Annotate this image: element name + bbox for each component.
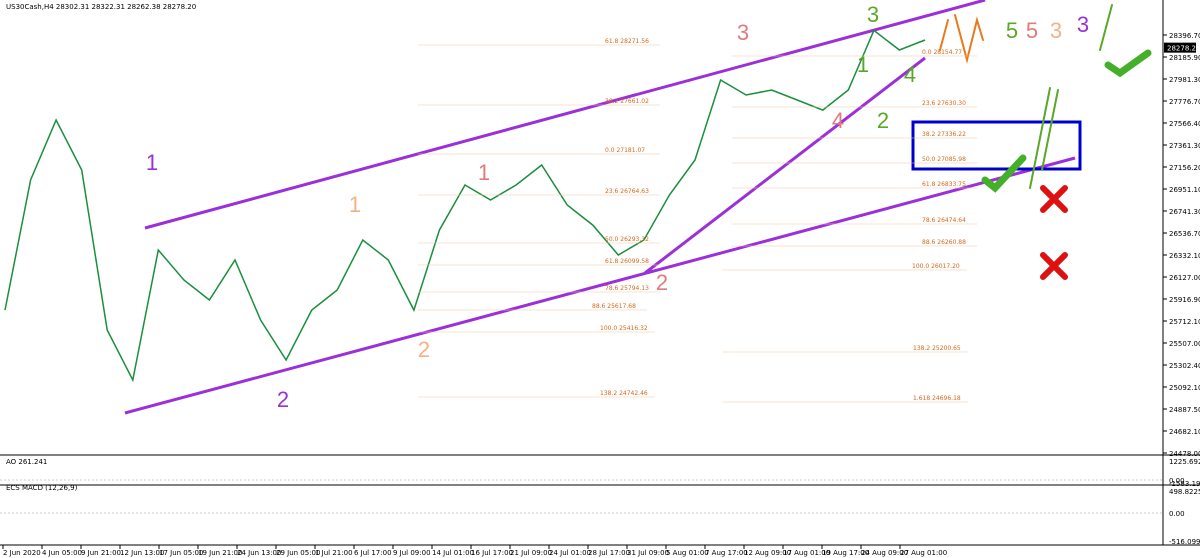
wave-label: 1 <box>478 160 490 185</box>
wave-label: 5 <box>1026 18 1038 43</box>
wave-label: 1 <box>857 52 869 77</box>
time-label: 21 Jul 09:00 <box>510 549 552 557</box>
fib-label: 0.0 28154.77 <box>922 49 962 56</box>
time-label: 16 Jul 17:00 <box>471 549 513 557</box>
indicator-label: 1225.692 <box>1169 458 1200 466</box>
time-label: 27 Aug 01:00 <box>900 549 947 557</box>
indicator-label: 0.00 <box>1169 477 1185 485</box>
time-label: 17 Aug 01:00 <box>783 549 830 557</box>
price-label: 24478.00 <box>1169 450 1200 458</box>
fib-label: 1.618 24696.18 <box>913 395 961 402</box>
current-price: 28278.20 <box>1167 45 1200 53</box>
wave-label: 5 <box>1006 18 1018 43</box>
time-label: 9 Jun 21:00 <box>81 549 121 557</box>
price-tag <box>1164 42 1196 53</box>
price-line <box>4 29 926 383</box>
price-label: 25712.10 <box>1169 318 1200 326</box>
time-label: 7 Aug 17:00 <box>705 549 748 557</box>
time-label: 19 Aug 17:00 <box>822 549 869 557</box>
price-label: 27981.30 <box>1169 76 1200 84</box>
time-label: 12 Aug 09:00 <box>744 549 791 557</box>
time-label: 2 Jun 2020 <box>3 549 41 557</box>
price-label: 25302.40 <box>1169 362 1200 370</box>
time-label: 31 Jul 09:00 <box>627 549 669 557</box>
price-label: 25507.00 <box>1169 340 1200 348</box>
fib-label: 78.6 25794.13 <box>605 285 649 292</box>
time-label: 29 Jun 05:00 <box>276 549 320 557</box>
fib-label: 23.6 27630.30 <box>922 100 966 107</box>
trendlines <box>124 0 1076 415</box>
fib-label: 38.2 27336.22 <box>922 131 966 138</box>
fib-label: 138.2 24742.46 <box>600 390 648 397</box>
price-label: 27156.20 <box>1169 164 1200 172</box>
wave-label: 3 <box>737 20 749 45</box>
wave-label: 2 <box>656 270 668 295</box>
time-label: 24 Jul 01:00 <box>549 549 591 557</box>
target-box <box>911 120 1082 171</box>
indicator-label: 498.8225 <box>1169 488 1200 496</box>
fib-label: 50.0 26293.32 <box>605 236 649 243</box>
price-label: 27566.40 <box>1169 120 1200 128</box>
fib-label: 0.0 27181.07 <box>605 147 645 154</box>
time-label: 4 Jun 05:00 <box>42 549 82 557</box>
wave-label: 1 <box>146 150 158 175</box>
fib-label: 61.8 26099.58 <box>605 258 649 265</box>
fib-label: 61.8 28271.56 <box>605 38 649 45</box>
fib-label: 50.0 27085.98 <box>922 156 966 163</box>
time-label: 12 Jun 13:00 <box>120 549 164 557</box>
price-label: 27776.70 <box>1169 98 1200 106</box>
price-label: 24682.10 <box>1169 428 1200 436</box>
time-label: 14 Jul 01:00 <box>432 549 474 557</box>
fib-label: 88.6 26260.88 <box>922 239 966 246</box>
price-label: 25092.10 <box>1169 384 1200 392</box>
price-label: 28396.70 <box>1169 32 1200 40</box>
annotations <box>939 4 1152 280</box>
macd-title: ECS MACD (12,26,9) <box>6 484 78 492</box>
fib-label: 138.2 25200.65 <box>913 345 961 352</box>
indicator-label: -1583.194 <box>1169 480 1200 488</box>
price-label: 26951.10 <box>1169 186 1200 194</box>
time-label: 5 Aug 01:00 <box>666 549 709 557</box>
wave-label: 2 <box>277 387 289 412</box>
price-label: 24887.50 <box>1169 406 1200 414</box>
fib-label: 61.8 26833.75 <box>922 181 966 188</box>
fib-label: 88.6 25617.68 <box>592 303 636 310</box>
price-label: 26536.70 <box>1169 230 1200 238</box>
fib-label: 78.6 26474.64 <box>922 217 966 224</box>
fib-label: 38.2 27661.02 <box>605 98 649 105</box>
wave-label: 4 <box>832 108 844 133</box>
fib-label: 23.6 26764.63 <box>605 188 649 195</box>
header: US30Cash,H4 28302.31 28322.31 28262.38 2… <box>6 3 196 11</box>
time-label: 17 Jun 05:00 <box>159 549 203 557</box>
wave-label: 3 <box>867 2 879 27</box>
price-label: 26741.30 <box>1169 208 1200 216</box>
price-label: 25916.90 <box>1169 296 1200 304</box>
wave-label: 2 <box>418 337 430 362</box>
wave-label: 3 <box>1050 18 1062 43</box>
indicator-label: -516.0996 <box>1169 538 1200 546</box>
wave-label: 1 <box>349 192 361 217</box>
price-label: 27361.30 <box>1169 142 1200 150</box>
fib-label: 100.0 26017.20 <box>912 263 960 270</box>
time-label: 28 Jul 17:00 <box>588 549 630 557</box>
time-label: 1 Jul 21:00 <box>315 549 353 557</box>
wave-label: 3 <box>1077 12 1089 37</box>
time-label: 9 Jul 09:00 <box>393 549 431 557</box>
ao-title: AO 261.241 <box>6 458 47 466</box>
time-label: 24 Aug 09:00 <box>861 549 908 557</box>
wave-label: 2 <box>877 108 889 133</box>
indicator-label: 0.00 <box>1169 510 1185 518</box>
price-label: 26127.00 <box>1169 274 1200 282</box>
time-label: 24 Jun 13:00 <box>237 549 281 557</box>
price-label: 28185.90 <box>1169 54 1200 62</box>
fib-label: 100.0 25416.32 <box>600 325 648 332</box>
wave-label: 4 <box>904 62 916 87</box>
price-label: 26332.10 <box>1169 252 1200 260</box>
time-label: 6 Jul 17:00 <box>354 549 392 557</box>
time-label: 19 Jun 21:00 <box>198 549 242 557</box>
